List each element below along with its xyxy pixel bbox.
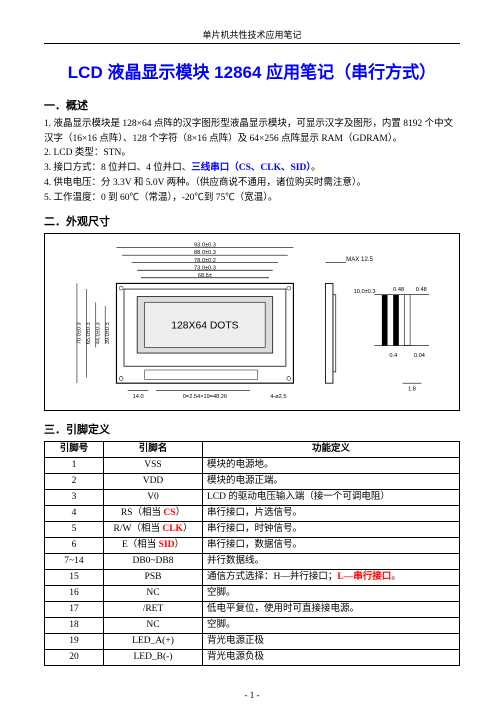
th-pin-name: 引脚名 (104, 442, 203, 458)
cell-pin-name: PSB (104, 570, 203, 586)
dim-top-1: 93.0±0.3 (194, 243, 216, 249)
cell-pin-name: E（相当 SID） (104, 538, 203, 554)
cell-pin-no: 2 (45, 474, 104, 490)
dim-bottom-2: 0=2.54×19=48.26 (183, 395, 227, 401)
cell-pin-no: 5 (45, 522, 104, 538)
cell-pin-desc: 低电平复位，使用时可直接接电源。 (203, 602, 460, 618)
table-row: 17/RET低电平复位，使用时可直接接电源。 (45, 602, 460, 618)
overview-item-5: 5. 工作温度：0 到 60℃（常温），-20℃到 75℃（宽温）。 (44, 191, 460, 206)
dim-left-4: 39.0±0.3 (105, 323, 111, 345)
cell-pin-desc: 串行接口，时钟信号。 (203, 522, 460, 538)
dim-top-4: 73.0±0.3 (194, 266, 216, 272)
table-row: 2VDD模块的电源正端。 (45, 474, 460, 490)
table-row: 15PSB通信方式选择：H—并行接口；L—串行接口。 (45, 570, 460, 586)
cell-pin-no: 20 (45, 650, 104, 666)
cell-pin-no: 4 (45, 506, 104, 522)
dim-left-1: 70.0±0.3 (77, 323, 83, 345)
dim-right: 10.0±0.3 (354, 289, 376, 295)
small-dim-2: 0.48 (416, 287, 427, 293)
cell-pin-desc: 模块的电源正端。 (203, 474, 460, 490)
dim-left-2: 65.0±0.3 (86, 323, 92, 345)
cell-pin-name: DB0~DB8 (104, 554, 203, 570)
center-dots-label: 128X64 DOTS (171, 321, 238, 332)
th-pin-func: 功能定义 (203, 442, 460, 458)
cell-pin-name: LED_A(+) (104, 634, 203, 650)
cell-pin-no: 7~14 (45, 554, 104, 570)
table-row: 1VSS模块的电源地。 (45, 458, 460, 474)
dim-bottom-4: 1.8 (408, 387, 416, 393)
cell-pin-no: 18 (45, 618, 104, 634)
table-row: 18NC空脚。 (45, 618, 460, 634)
dim-top-2: 88.0±0.3 (194, 251, 216, 257)
table-row: 7~14DB0~DB8并行数据线。 (45, 554, 460, 570)
overview-item-1: 1. 液晶显示模块是 128×64 点阵的汉字图形型液晶显示模块，可显示汉字及图… (44, 117, 460, 146)
pin-table: 引脚号 引脚名 功能定义 1VSS模块的电源地。2VDD模块的电源正端。3V0L… (44, 441, 460, 666)
cell-pin-name: NC (104, 618, 203, 634)
cell-pin-name: R/W（相当 CLK） (104, 522, 203, 538)
cell-pin-desc: 并行数据线。 (203, 554, 460, 570)
section-1-heading: 一．概述 (44, 97, 460, 113)
dim-left-3: 44.0±0.3 (96, 323, 102, 345)
cell-pin-no: 3 (45, 490, 104, 506)
max-label: MAX 12.5 (346, 256, 373, 263)
cell-pin-name: VDD (104, 474, 203, 490)
cell-pin-desc: 通信方式选择：H—并行接口；L—串行接口。 (203, 570, 460, 586)
cell-pin-name: VSS (104, 458, 203, 474)
section-3-heading: 三．引脚定义 (44, 421, 460, 437)
cell-pin-no: 15 (45, 570, 104, 586)
dim-bottom-1: 14.0 (133, 395, 144, 401)
table-row: 16NC空脚。 (45, 586, 460, 602)
table-row: 19LED_A(+)背光电源正极 (45, 634, 460, 650)
table-row: 5R/W（相当 CLK）串行接口，时钟信号。 (45, 522, 460, 538)
cell-pin-no: 19 (45, 634, 104, 650)
table-row: 3V0LCD 的驱动电压输入端（接一个可调电阻） (45, 490, 460, 506)
overview-item-4: 4. 供电电压：分 3.3V 和 5.0V 两种。（供应商说不通用，诸位购买时需… (44, 176, 460, 191)
page-footer: - 1 - (44, 690, 460, 700)
cell-pin-name: NC (104, 586, 203, 602)
overview-item-3: 3. 接口方式：8 位并口、4 位并口、三线串口（CS、CLK、SID）。 (44, 161, 460, 176)
item3-pre: 3. 接口方式：8 位并口、4 位并口、 (44, 163, 191, 173)
small-dim-1: 0.48 (393, 287, 404, 293)
dim-bottom-3: 4-ø2.5 (270, 395, 286, 401)
table-row: 6E（相当 SID）串行接口，数据信号。 (45, 538, 460, 554)
cell-pin-name: RS（相当 CS） (104, 506, 203, 522)
item3-blue: 三线串口（CS、CLK、SID） (191, 163, 311, 173)
section-2-heading: 二．外观尺寸 (44, 213, 460, 229)
cell-pin-name: LED_B(-) (104, 650, 203, 666)
cell-pin-name: V0 (104, 490, 203, 506)
cell-pin-desc: LCD 的驱动电压输入端（接一个可调电阻） (203, 490, 460, 506)
cell-pin-desc: 串行接口，片选信号。 (203, 506, 460, 522)
page-header: 单片机共性技术应用笔记 (44, 28, 460, 44)
small-dim-3: 0.4 (389, 353, 397, 359)
dim-top-3: 78.0±0.2 (194, 258, 216, 264)
table-row: 20LED_B(-)背光电源负极 (45, 650, 460, 666)
cell-pin-name: /RET (104, 602, 203, 618)
cell-pin-no: 17 (45, 602, 104, 618)
cell-pin-desc: 背光电源正极 (203, 634, 460, 650)
th-pin-no: 引脚号 (45, 442, 104, 458)
cell-pin-no: 6 (45, 538, 104, 554)
cell-pin-desc: 空脚。 (203, 618, 460, 634)
table-row: 4RS（相当 CS）串行接口，片选信号。 (45, 506, 460, 522)
small-dim-4: 0.04 (414, 353, 425, 359)
cell-pin-desc: 空脚。 (203, 586, 460, 602)
dim-top-5: 68.5± (198, 273, 212, 279)
cell-pin-no: 16 (45, 586, 104, 602)
cell-pin-desc: 背光电源负极 (203, 650, 460, 666)
cell-pin-desc: 串行接口，数据信号。 (203, 538, 460, 554)
overview-item-2: 2. LCD 类型：STN。 (44, 146, 460, 161)
cell-pin-desc: 模块的电源地。 (203, 458, 460, 474)
item3-post: 。 (311, 163, 321, 173)
document-title: LCD 液晶显示模块 12864 应用笔记（串行方式） (44, 58, 460, 83)
dimension-diagram: 93.0±0.3 88.0±0.3 78.0±0.2 73.0±0.3 68.5… (44, 233, 460, 411)
cell-pin-no: 1 (45, 458, 104, 474)
